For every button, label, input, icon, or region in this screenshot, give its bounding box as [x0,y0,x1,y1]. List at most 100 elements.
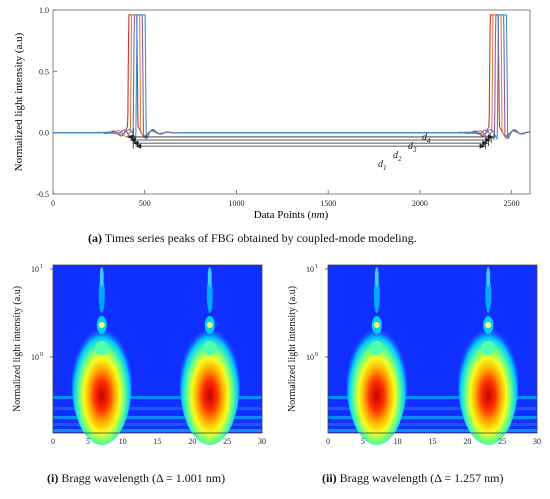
chart-i-peak-neck [202,341,217,355]
chart-a: 0 500 1000 1500 2000 2500-0.50.00.51.0 d1d2d3… [13,6,531,221]
chart-a-series-line [53,14,531,141]
chart-a-series-line [53,14,530,137]
chart-a-annotation-d3: d3 [408,141,417,154]
chart-ii-peak-blob [458,321,519,445]
chart-ii-frame [327,264,538,434]
chart-ii-peak-stem [373,277,380,313]
chart-i-band [53,423,262,426]
chart-a-xlabel: Data Points (nm) [254,209,329,221]
chart-i-peak-blob [179,321,240,445]
chart-a-arrow-head-left [126,134,133,140]
chart-a-xtick-label: 1000 [228,199,244,208]
chart-i-xtick-label: 25 [223,437,231,446]
chart-i-ytick-label: 10 [31,265,39,274]
chart-i-peak-tip [99,267,104,287]
chart-a-ylabel: Normalized light intensity (a.u) [13,32,25,171]
chart-ii-xtick-label: 30 [533,437,541,446]
chart-i-frame [52,264,263,434]
chart-a-series-line [53,14,530,138]
chart-ii-peak-tip [374,267,379,287]
chart-a-annotation-sub: 4 [427,137,431,145]
caption-ii: (ii) Bragg wavelength (Δ = 1.257 nm) [322,471,503,486]
chart-i-peak-neck [94,341,109,355]
chart-ii-peak-core [485,322,492,328]
chart-i-peak-stem [206,277,213,313]
chart-i-peak-core [98,322,105,328]
chart-a-arrow-head-right [479,143,486,149]
chart-i-xtick-label: 20 [188,437,196,446]
chart-a-annotation-sub: 3 [412,146,417,154]
caption-a-text: Times series peaks of FBG obtained by co… [102,231,417,245]
chart-a-annotation-sub: 2 [398,155,402,163]
caption-ii-text: Bragg wavelength (Δ = 1.257 nm) [336,471,504,485]
chart-ii-peak-tip [486,267,491,287]
chart-i-band [53,416,262,419]
chart-i-xtick-label: 5 [86,437,90,446]
chart-a-annotation-base: d [378,159,384,170]
chart-i-ytick-label: 10 [31,353,39,362]
chart-ii-band [328,396,537,399]
chart-ii-ytick-label: 10 [306,353,314,362]
chart-a-annotation-d2: d2 [393,150,402,163]
chart-i-peak-blob [71,321,132,445]
chart-i-xtick-label: 0 [51,437,55,446]
chart-a-annotation-d4: d4 [422,132,431,145]
chart-ii-xtick-label: 25 [498,437,506,446]
chart-ii-xtick-label: 20 [463,437,471,446]
chart-a-arrow-head-left [132,140,139,146]
chart-ii-peak-blob [346,321,407,445]
chart-a-series-line [53,14,530,139]
chart-i-xtick-label: 30 [258,437,266,446]
chart-a-ytick-label: 0.5 [39,67,49,76]
caption-i-text: Bragg wavelength (Δ = 1.001 nm) [58,471,226,485]
chart-i-peak-tip [207,267,212,287]
chart-a-arrow-head-left [129,137,136,143]
chart-a-xtick-label: 1500 [320,199,336,208]
chart-ii-ytick-label: 10 [306,265,314,274]
chart-a-plot-frame [52,9,531,195]
chart-a-arrow-head-right [482,140,489,146]
chart-a-ytick-label: -0.5 [36,190,49,199]
chart-i-peak-stem [98,277,105,313]
chart-a-xtick-label: 2000 [412,199,428,208]
chart-ii-xtick-label: 10 [394,437,402,446]
chart-ii-ytick-exp: 1 [315,264,318,270]
chart-i-ytick-exp: 1 [40,264,43,270]
chart-ii-band [328,423,537,426]
chart-a-annotation-base: d [408,141,414,152]
chart-ii-ylabel: Normalized light intensity (a.u) [287,286,298,412]
chart-ii-peak-neck [481,341,496,355]
chart-a-xtick-label: 500 [139,199,151,208]
chart-i-band [53,429,262,432]
chart-i-band [53,407,262,410]
chart-a-xlabel-end: ) [325,209,329,221]
chart-a-annotation-d1: d1 [378,159,387,172]
chart-a-annotation-sub: 1 [383,164,387,172]
chart-a-ytick-label: 1.0 [39,6,49,15]
chart-i-xtick-label: 10 [119,437,127,446]
chart-a-ytick-label: 0.0 [39,129,49,138]
chart-ii-peak-neck [369,341,384,355]
chart-ii-peak-stem [485,277,492,313]
caption-a: (a) Times series peaks of FBG obtained b… [88,231,417,246]
chart-ii-xtick-label: 15 [429,437,437,446]
caption-ii-label: (ii) [322,471,337,485]
chart-a-arrow-head-right [487,134,494,140]
chart-a-arrow-head-left [135,143,142,149]
chart-ii-band [328,416,537,419]
caption-i: (i) Bragg wavelength (Δ = 1.001 nm) [47,471,225,486]
chart-ii-band [328,429,537,432]
chart-i-ylabel: Normalized light intensity (a.u) [12,286,23,412]
chart-i-ytick-exp: 0 [40,352,43,358]
chart-ii-ytick-exp: 0 [315,352,318,358]
chart-i-peak-core [206,322,213,328]
chart-i-band [53,396,262,399]
chart-ii-band [328,407,537,410]
chart-a-xlabel-main: Data Points ( [254,209,312,221]
chart-a-arrow-head-right [485,137,492,143]
chart-a-xlabel-unit: nm [311,209,325,221]
chart-i-xtick-label: 15 [154,437,162,446]
chart-ii-peak-core [373,322,380,328]
